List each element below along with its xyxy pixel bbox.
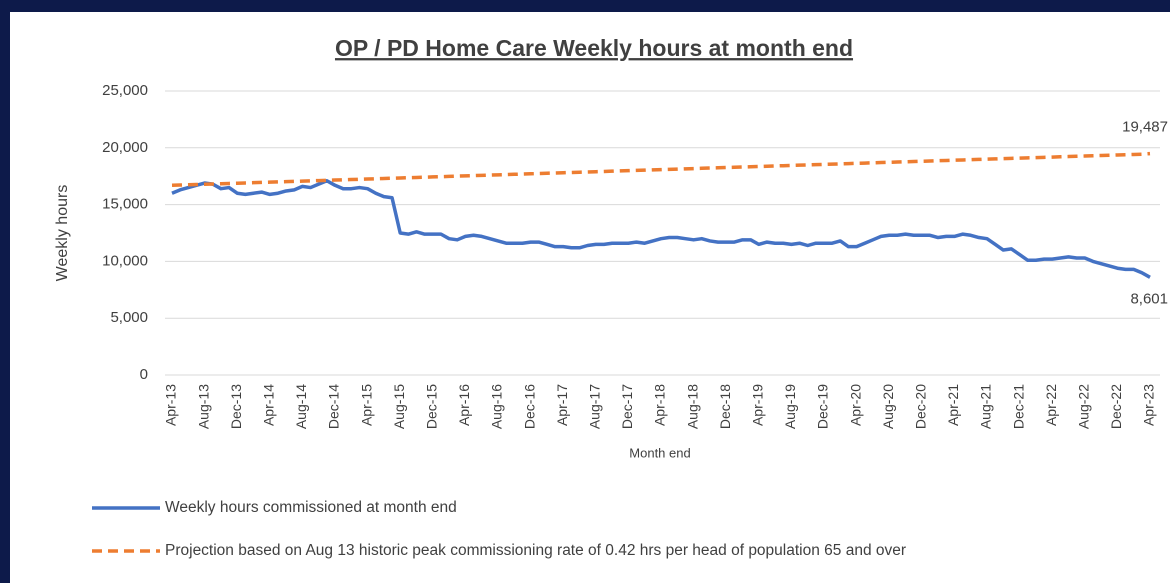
legend-label: Weekly hours commissioned at month end	[165, 499, 457, 516]
data-label: 8,601	[1130, 290, 1168, 307]
x-tick-label: Aug-16	[489, 384, 505, 429]
y-tick-label: 10,000	[102, 252, 148, 269]
x-tick-label: Apr-19	[750, 384, 766, 426]
x-axis-title: Month end	[629, 445, 690, 460]
x-tick-label: Aug-18	[684, 384, 700, 429]
y-tick-label: 25,000	[102, 82, 148, 99]
y-tick-label: 20,000	[102, 139, 148, 156]
data-label: 19,487	[1122, 119, 1168, 136]
x-tick-label: Dec-22	[1108, 384, 1124, 429]
chart-background	[10, 12, 1170, 583]
line-series	[171, 151, 1151, 188]
x-tick-label: Aug-20	[880, 384, 896, 429]
x-tick-label: Dec-16	[521, 384, 537, 429]
x-tick-label: Apr-22	[1043, 384, 1059, 426]
x-tick-label: Dec-13	[228, 384, 244, 429]
x-tick-label: Dec-14	[326, 384, 342, 429]
x-tick-label: Apr-21	[945, 384, 961, 426]
x-tick-label: Apr-23	[1141, 384, 1157, 426]
y-tick-label: 5,000	[110, 309, 148, 326]
legend-label: Projection based on Aug 13 historic peak…	[165, 542, 906, 559]
x-tick-label: Aug-19	[782, 384, 798, 429]
y-axis-title: Weekly hours	[54, 185, 71, 282]
x-tick-label: Dec-15	[424, 384, 440, 429]
x-tick-label: Dec-20	[913, 384, 929, 429]
y-tick-label: 0	[140, 366, 148, 383]
x-tick-label: Aug-15	[391, 384, 407, 429]
x-tick-label: Apr-15	[358, 384, 374, 426]
x-tick-label: Aug-13	[195, 384, 211, 429]
x-tick-label: Apr-17	[554, 384, 570, 426]
x-tick-label: Aug-17	[587, 384, 603, 429]
chart-title: OP / PD Home Care Weekly hours at month …	[335, 35, 853, 61]
x-tick-label: Dec-21	[1010, 384, 1026, 429]
x-tick-label: Dec-19	[815, 384, 831, 429]
x-tick-label: Aug-21	[978, 384, 994, 429]
x-tick-label: Dec-18	[717, 384, 733, 429]
x-tick-label: Apr-16	[456, 384, 472, 426]
y-tick-label: 15,000	[102, 196, 148, 213]
line-series	[171, 178, 1151, 279]
x-tick-label: Apr-20	[847, 384, 863, 426]
x-tick-label: Aug-14	[293, 384, 309, 429]
x-tick-label: Dec-17	[619, 384, 635, 429]
x-tick-label: Apr-14	[261, 384, 277, 426]
x-tick-label: Apr-18	[652, 384, 668, 426]
x-tick-label: Apr-13	[163, 384, 179, 426]
x-tick-label: Aug-22	[1076, 384, 1092, 429]
